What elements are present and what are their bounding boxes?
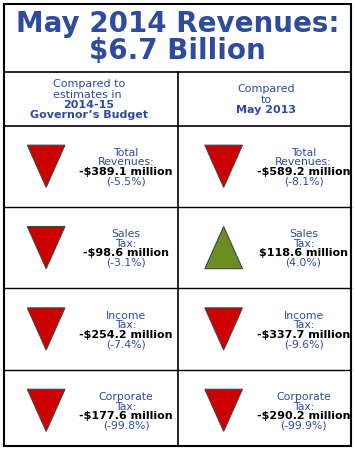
Text: $6.7 Billion: $6.7 Billion — [89, 37, 266, 65]
Text: (-5.5%): (-5.5%) — [106, 176, 146, 186]
Polygon shape — [27, 146, 65, 188]
Text: Corporate: Corporate — [276, 391, 331, 401]
Text: -$98.6 million: -$98.6 million — [83, 248, 169, 258]
Text: estimates in: estimates in — [53, 89, 125, 100]
Text: 2014-15: 2014-15 — [63, 100, 114, 110]
FancyBboxPatch shape — [4, 5, 351, 446]
Text: (-7.4%): (-7.4%) — [106, 338, 146, 349]
Polygon shape — [205, 227, 242, 269]
Text: Corporate: Corporate — [99, 391, 153, 401]
Text: Income: Income — [283, 310, 324, 320]
Text: Revenues:: Revenues: — [275, 157, 332, 167]
Text: $118.6 million: $118.6 million — [259, 248, 348, 258]
Text: May 2014 Revenues:: May 2014 Revenues: — [16, 10, 339, 38]
Polygon shape — [27, 308, 65, 350]
Text: Total: Total — [291, 147, 316, 158]
Text: Tax:: Tax: — [115, 319, 137, 330]
Text: Income: Income — [106, 310, 146, 320]
Text: Tax:: Tax: — [115, 400, 137, 411]
Text: Compared: Compared — [237, 84, 295, 94]
Text: Compared to: Compared to — [53, 79, 125, 89]
Text: to: to — [261, 95, 272, 105]
Text: Revenues:: Revenues: — [98, 157, 154, 167]
Text: (-3.1%): (-3.1%) — [106, 257, 146, 267]
Text: (-99.8%): (-99.8%) — [103, 419, 149, 430]
Text: -$290.2 million: -$290.2 million — [257, 410, 350, 420]
Polygon shape — [27, 227, 65, 269]
Text: (-9.6%): (-9.6%) — [284, 338, 323, 349]
Text: May 2013: May 2013 — [236, 105, 296, 115]
Text: Sales: Sales — [289, 229, 318, 239]
Polygon shape — [27, 389, 65, 432]
Text: Governor’s Budget: Governor’s Budget — [30, 110, 148, 120]
Text: -$389.1 million: -$389.1 million — [79, 166, 173, 177]
Text: -$177.6 million: -$177.6 million — [79, 410, 173, 420]
Text: -$254.2 million: -$254.2 million — [79, 329, 173, 339]
Text: Tax:: Tax: — [293, 400, 314, 411]
Text: -$589.2 million: -$589.2 million — [257, 166, 350, 177]
Text: Tax:: Tax: — [293, 319, 314, 330]
Text: -$337.7 million: -$337.7 million — [257, 329, 350, 339]
Text: Sales: Sales — [111, 229, 141, 239]
Text: (-99.9%): (-99.9%) — [280, 419, 327, 430]
Text: (-8.1%): (-8.1%) — [284, 176, 323, 186]
Text: (4.0%): (4.0%) — [285, 257, 322, 267]
Text: Tax:: Tax: — [293, 238, 314, 249]
Text: Tax:: Tax: — [115, 238, 137, 249]
Text: Total: Total — [113, 147, 139, 158]
Polygon shape — [205, 308, 242, 350]
Polygon shape — [205, 146, 242, 188]
Polygon shape — [205, 389, 242, 432]
